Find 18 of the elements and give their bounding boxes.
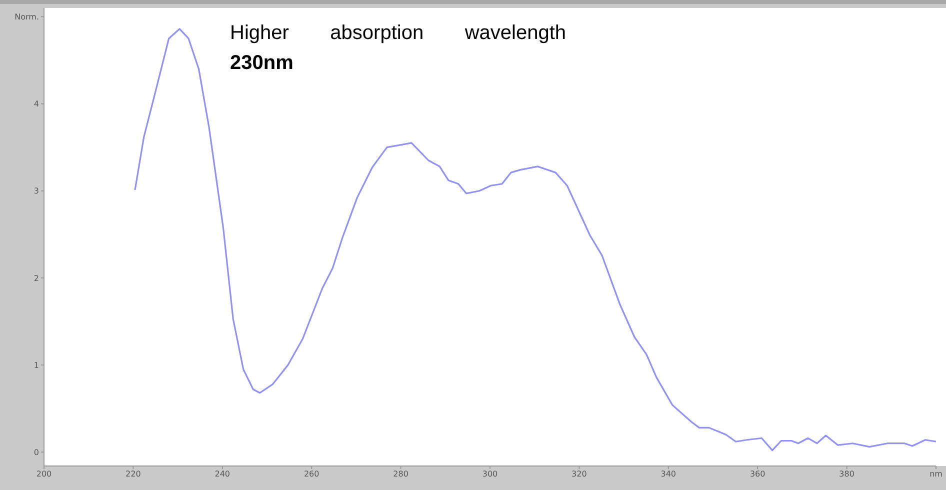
y-tick-label: 3: [34, 186, 39, 196]
x-tick-label: 260: [304, 470, 320, 479]
y-tick-label: 1: [34, 360, 39, 370]
y-tick-label: 0: [34, 448, 39, 457]
x-tick-label: nm: [930, 470, 943, 479]
y-tick-label: 4: [34, 100, 39, 109]
x-tick-label: 280: [393, 470, 408, 479]
x-tick-label: 340: [660, 470, 676, 479]
y-tick-label: Norm.: [14, 12, 39, 22]
x-tick-label: 220: [126, 470, 141, 479]
x-tick-label: 360: [750, 470, 766, 479]
y-tick-label: 2: [34, 274, 39, 283]
x-tick-label: 240: [214, 470, 230, 479]
x-tick-label: 320: [572, 470, 587, 479]
annotation: Higher absorption wavelength 230nm: [230, 21, 566, 76]
x-tick-label: 200: [36, 470, 52, 479]
x-tick-label: 380: [839, 470, 854, 479]
x-tick-label: 300: [482, 470, 498, 479]
